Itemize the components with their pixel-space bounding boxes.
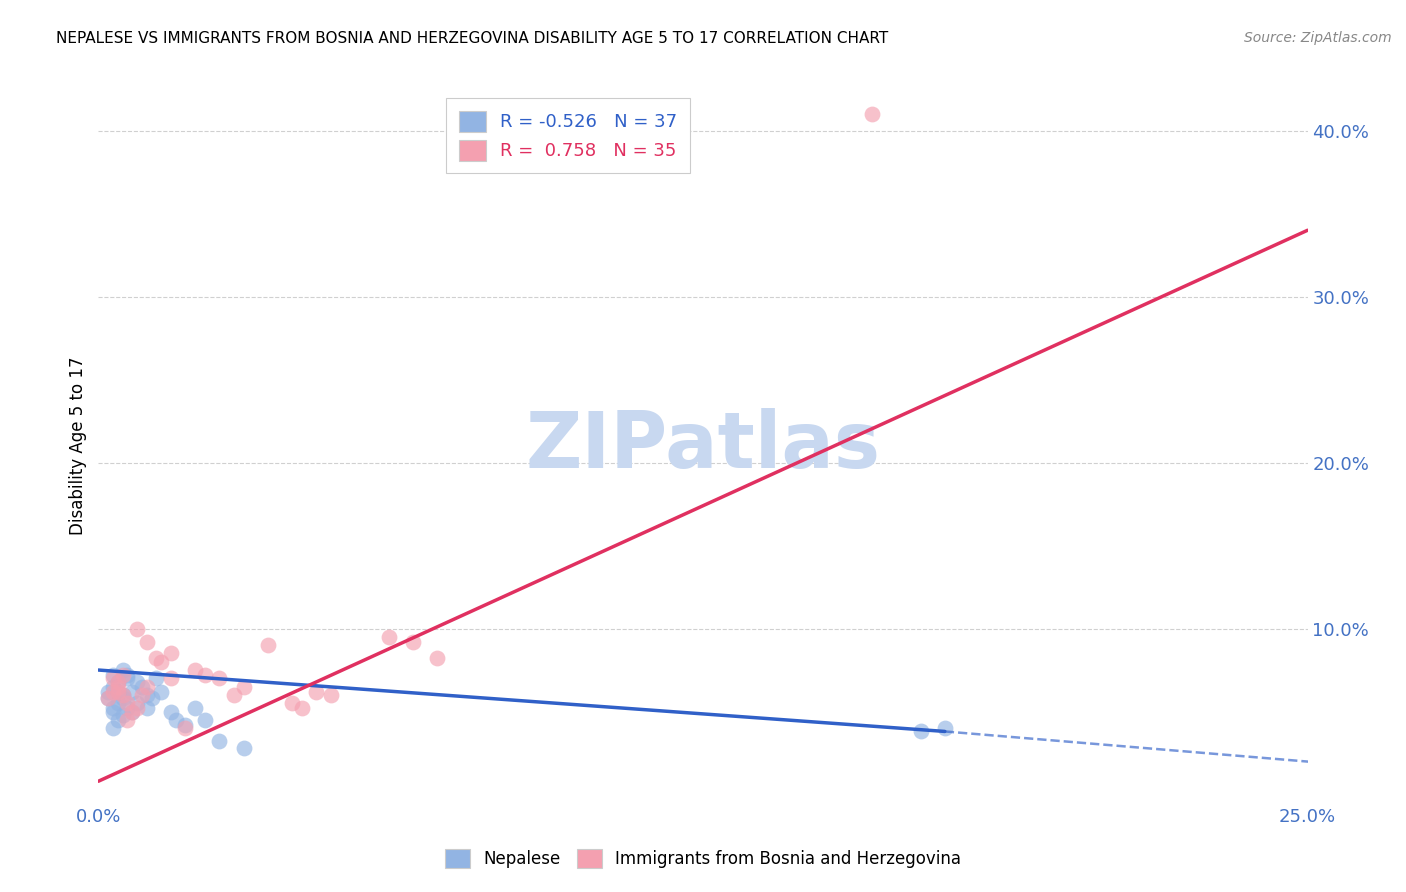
Point	[107, 713, 129, 727]
Text: Source: ZipAtlas.com: Source: ZipAtlas.com	[1244, 31, 1392, 45]
Point	[107, 680, 129, 694]
Point	[117, 671, 139, 685]
Point	[101, 680, 124, 694]
Point	[160, 705, 183, 719]
Y-axis label: Disability Age 5 to 17: Disability Age 5 to 17	[69, 357, 87, 535]
Point	[107, 696, 129, 710]
Point	[208, 734, 231, 748]
Point	[194, 668, 217, 682]
Point	[117, 696, 139, 710]
Point	[117, 668, 139, 682]
Point	[135, 701, 157, 715]
Point	[131, 688, 153, 702]
Point	[117, 701, 139, 715]
Point	[934, 721, 956, 735]
Point	[107, 684, 129, 698]
Point	[222, 688, 245, 702]
Point	[160, 647, 183, 661]
Point	[290, 701, 312, 715]
Point	[107, 674, 129, 689]
Point	[377, 630, 399, 644]
Point	[281, 696, 304, 710]
Point	[131, 680, 153, 694]
Point	[127, 674, 149, 689]
Point	[101, 705, 124, 719]
Point	[121, 705, 143, 719]
Point	[145, 671, 167, 685]
Text: NEPALESE VS IMMIGRANTS FROM BOSNIA AND HERZEGOVINA DISABILITY AGE 5 TO 17 CORREL: NEPALESE VS IMMIGRANTS FROM BOSNIA AND H…	[56, 31, 889, 46]
Point	[135, 635, 157, 649]
Point	[208, 671, 231, 685]
Point	[426, 651, 449, 665]
Point	[117, 713, 139, 727]
Point	[111, 688, 134, 702]
Point	[184, 663, 207, 677]
Point	[111, 688, 134, 702]
Point	[232, 741, 254, 756]
Point	[101, 671, 124, 685]
Point	[97, 684, 120, 698]
Point	[107, 684, 129, 698]
Point	[111, 668, 134, 682]
Point	[150, 655, 173, 669]
Point	[101, 701, 124, 715]
Point	[121, 705, 143, 719]
Legend: Nepalese, Immigrants from Bosnia and Herzegovina: Nepalese, Immigrants from Bosnia and Her…	[439, 842, 967, 875]
Point	[319, 688, 342, 702]
Point	[145, 651, 167, 665]
Point	[305, 684, 328, 698]
Point	[402, 635, 425, 649]
Point	[910, 724, 932, 739]
Point	[97, 691, 120, 706]
Point	[127, 696, 149, 710]
Point	[174, 721, 197, 735]
Point	[127, 622, 149, 636]
Point	[150, 684, 173, 698]
Point	[256, 638, 278, 652]
Point	[194, 713, 217, 727]
Point	[141, 691, 163, 706]
Point	[107, 674, 129, 689]
Point	[165, 713, 187, 727]
Point	[135, 680, 157, 694]
Point	[174, 718, 197, 732]
Point	[97, 691, 120, 706]
Point	[232, 680, 254, 694]
Point	[111, 663, 134, 677]
Legend: R = -0.526   N = 37, R =  0.758   N = 35: R = -0.526 N = 37, R = 0.758 N = 35	[446, 98, 690, 173]
Point	[111, 691, 134, 706]
Point	[127, 701, 149, 715]
Point	[160, 671, 183, 685]
Point	[101, 684, 124, 698]
Point	[111, 707, 134, 722]
Point	[184, 701, 207, 715]
Point	[135, 688, 157, 702]
Point	[101, 668, 124, 682]
Text: ZIPatlas: ZIPatlas	[526, 408, 880, 484]
Point	[121, 684, 143, 698]
Point	[101, 721, 124, 735]
Point	[860, 107, 883, 121]
